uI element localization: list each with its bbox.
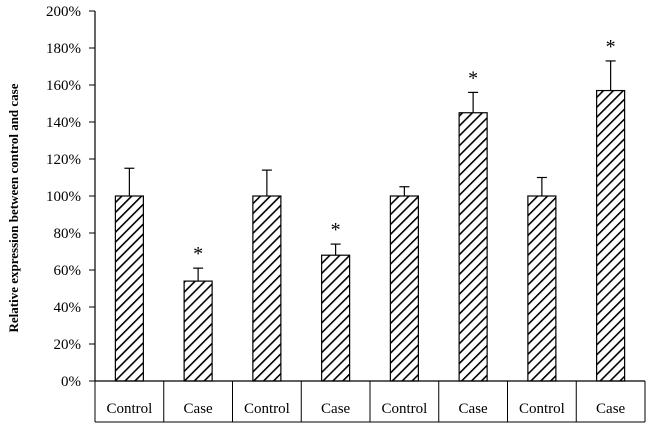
bar [252,195,282,382]
x-category-label: Control [244,401,290,417]
significance-marker: * [606,36,616,58]
y-tick-label: 60% [54,263,82,279]
y-tick-label: 160% [46,78,81,94]
y-tick-label: 140% [46,115,81,131]
bar [183,280,213,382]
y-tick-label: 120% [46,152,81,168]
y-tick-label: 200% [46,4,81,20]
y-tick-label: 40% [54,300,82,316]
x-category-label: Control [106,401,152,417]
y-axis-label: Relative expression between control and … [6,83,21,332]
x-category-label: Control [519,401,565,417]
significance-marker: * [468,67,478,89]
x-category-label: Case [321,401,351,417]
y-tick-label: 80% [54,226,82,242]
y-tick-label: 20% [54,337,82,353]
significance-marker: * [331,219,341,241]
bar [389,195,419,382]
x-category-label: Case [596,401,626,417]
bar [114,195,144,382]
y-tick-label: 0% [61,374,81,390]
bar [458,112,488,382]
bar [321,254,351,382]
x-category-label: Case [184,401,214,417]
y-tick-label: 100% [46,189,81,205]
significance-marker: * [193,243,203,265]
x-category-label: Case [459,401,489,417]
y-tick-label: 180% [46,41,81,57]
x-category-label: Control [381,401,427,417]
bar [596,89,626,382]
bar [527,195,557,382]
